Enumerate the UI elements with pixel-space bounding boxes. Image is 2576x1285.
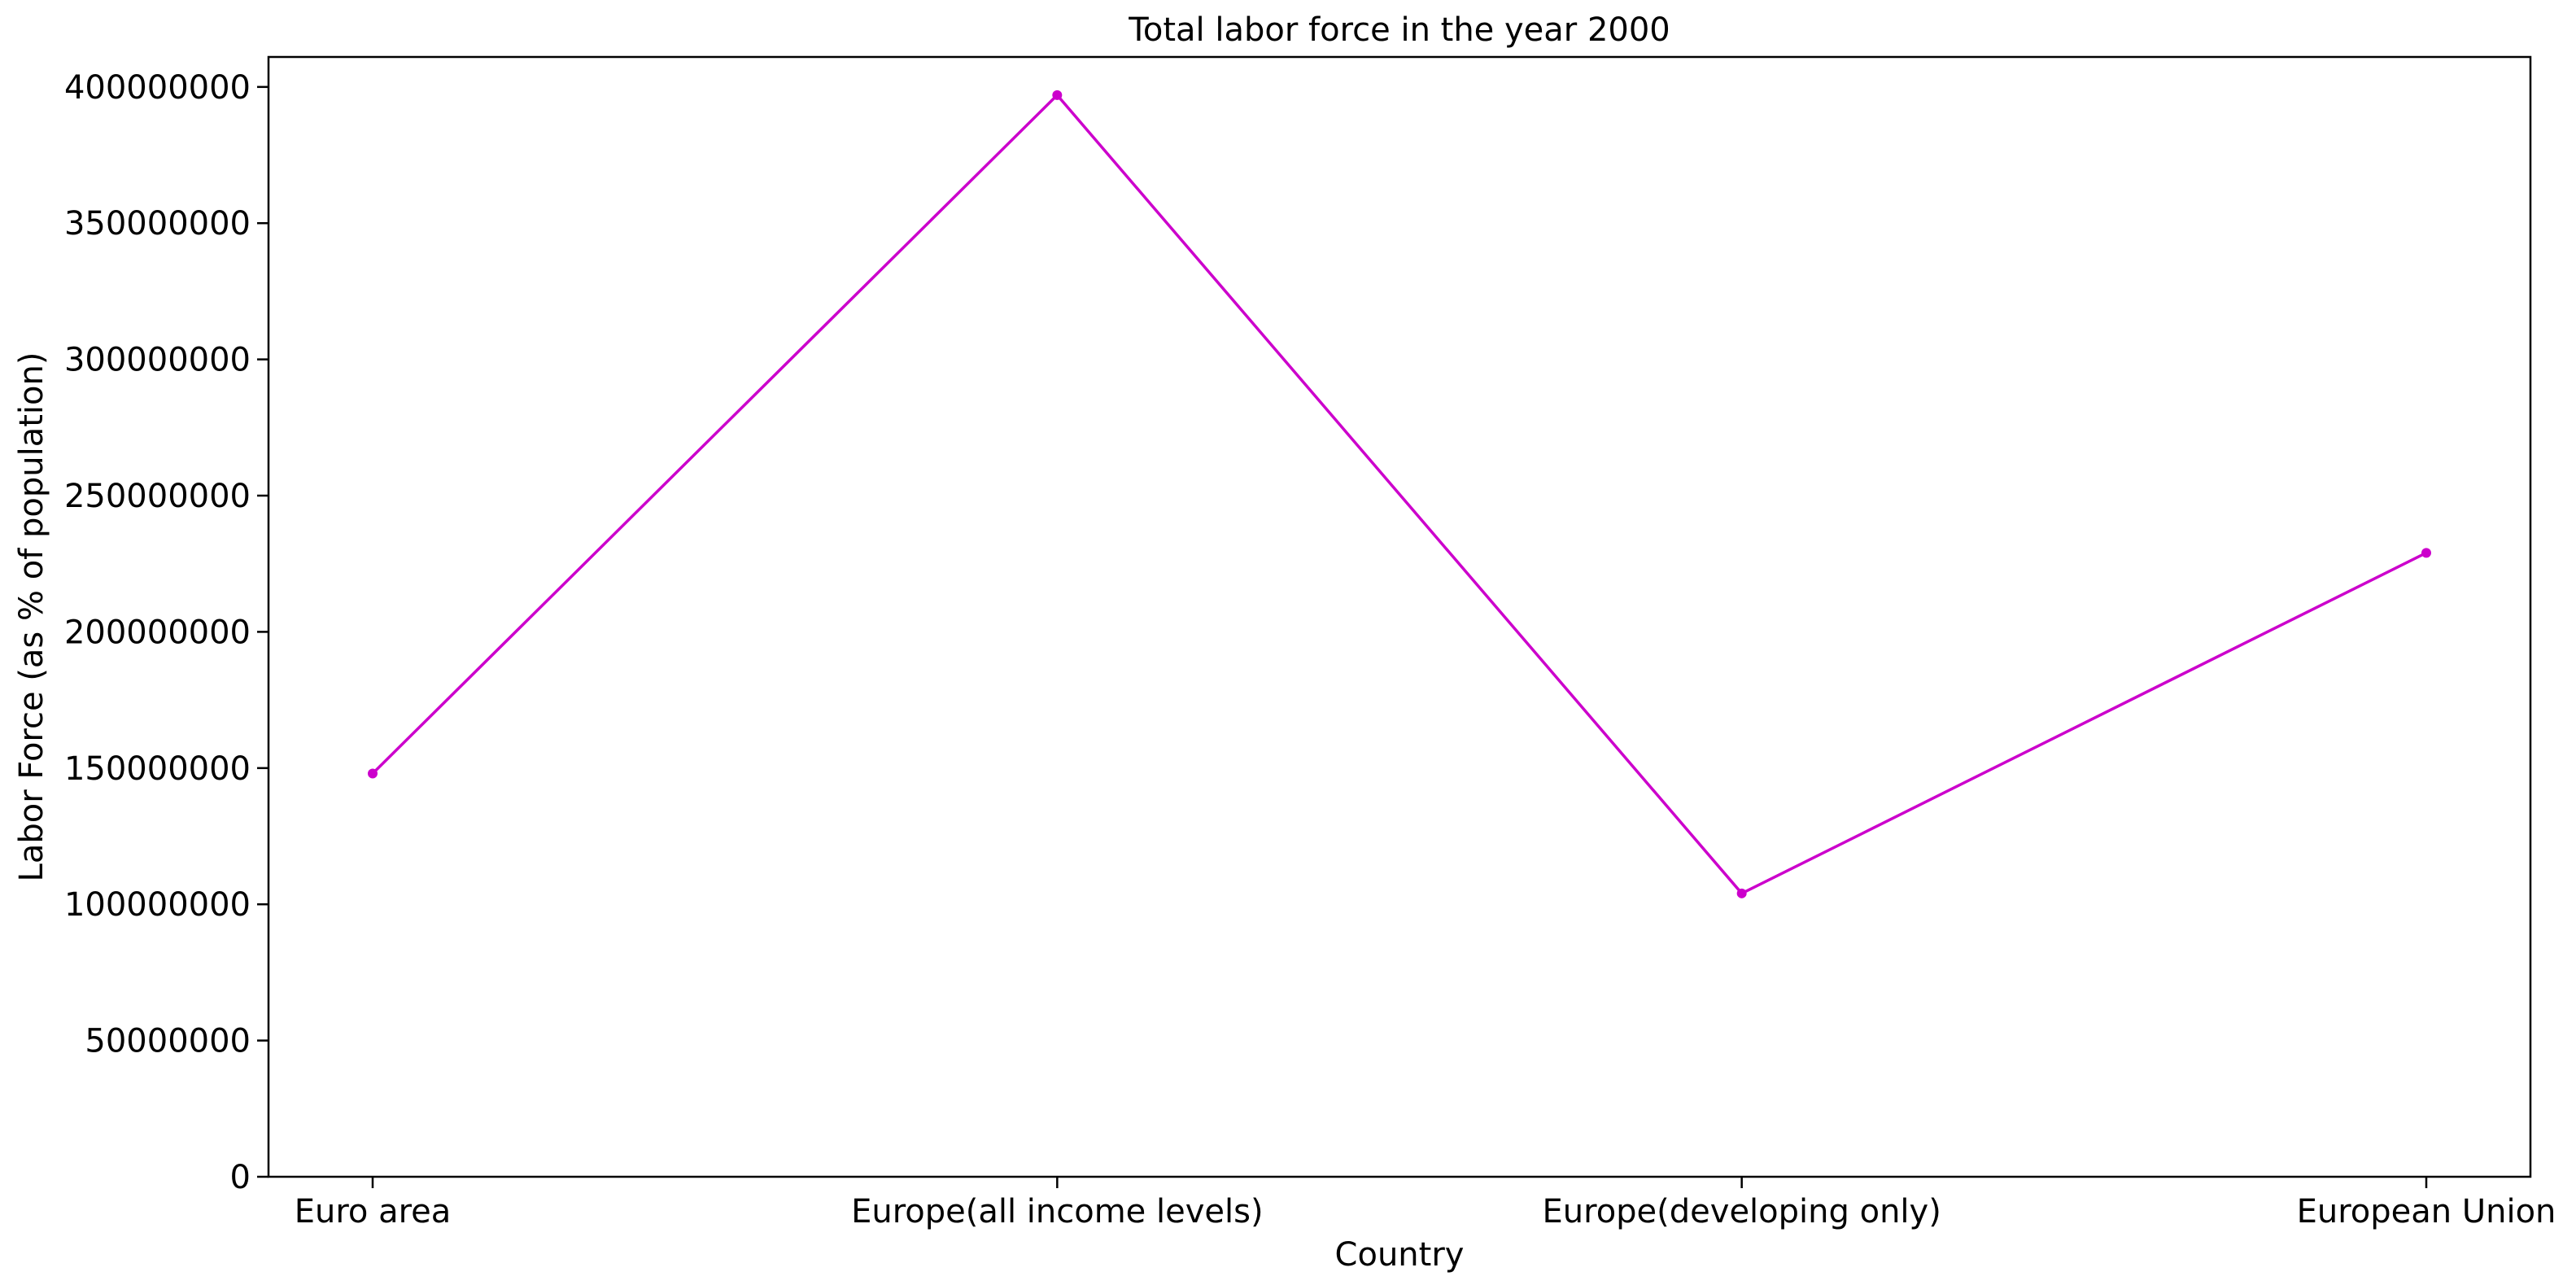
- series-line: [371, 94, 2427, 895]
- data-point: [1052, 90, 1063, 100]
- y-tick-label: 50000000: [85, 1023, 251, 1060]
- chart-title: Total labor force in the year 2000: [1128, 11, 1670, 49]
- x-tick-label: Europe(all income levels): [851, 1193, 1264, 1230]
- y-tick-label: 300000000: [64, 342, 251, 379]
- y-tick-label: 100000000: [64, 886, 251, 924]
- data-point: [1736, 888, 1747, 898]
- y-tick-label: 0: [230, 1159, 251, 1196]
- x-tick-label: Euro area: [295, 1193, 452, 1230]
- x-tick-label: European Union: [2297, 1193, 2556, 1230]
- y-tick-label: 350000000: [64, 205, 251, 243]
- y-tick-label: 200000000: [64, 614, 251, 651]
- x-axis: Euro area Europe(all income levels) Europe…: [295, 1177, 2556, 1230]
- data-series: [368, 90, 2431, 898]
- x-tick-label: Europe(developing only): [1543, 1193, 1941, 1230]
- y-axis-title: Labor Force (as % of population): [13, 352, 50, 882]
- data-point: [2421, 548, 2431, 558]
- x-axis-title: Country: [1335, 1236, 1465, 1274]
- y-axis: 0 50000000 100000000 150000000 200000000 2500…: [64, 69, 269, 1196]
- data-point: [368, 768, 378, 779]
- y-tick-label: 250000000: [64, 478, 251, 515]
- y-tick-label: 150000000: [64, 750, 251, 788]
- plot-area-frame: [267, 55, 2532, 1178]
- y-tick-label: 400000000: [64, 69, 251, 107]
